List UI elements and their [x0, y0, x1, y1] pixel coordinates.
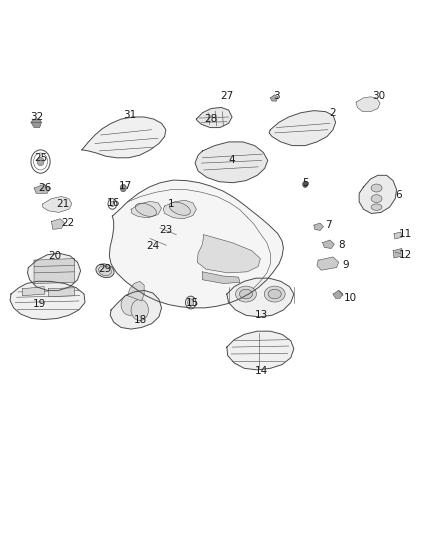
Text: 1: 1: [168, 199, 174, 209]
Text: 10: 10: [344, 293, 357, 303]
Polygon shape: [10, 281, 85, 319]
Polygon shape: [34, 184, 50, 193]
Text: 8: 8: [339, 240, 345, 250]
Circle shape: [110, 201, 115, 207]
Text: 20: 20: [48, 251, 61, 261]
Text: 19: 19: [33, 298, 46, 309]
Polygon shape: [270, 95, 278, 101]
Ellipse shape: [236, 286, 256, 302]
Text: 28: 28: [205, 114, 218, 124]
Polygon shape: [131, 201, 162, 217]
Text: 22: 22: [61, 218, 74, 228]
Ellipse shape: [371, 195, 382, 203]
Polygon shape: [195, 142, 268, 183]
Circle shape: [121, 294, 138, 316]
Text: 5: 5: [302, 177, 308, 188]
Text: 30: 30: [373, 91, 386, 101]
Polygon shape: [202, 272, 240, 284]
Ellipse shape: [96, 264, 114, 278]
Text: 24: 24: [146, 241, 159, 252]
Polygon shape: [82, 117, 166, 158]
Text: 4: 4: [229, 156, 235, 165]
Polygon shape: [51, 219, 64, 229]
Ellipse shape: [268, 289, 281, 299]
Text: 3: 3: [274, 91, 280, 101]
Polygon shape: [197, 235, 260, 273]
Text: 23: 23: [159, 225, 173, 236]
Text: 14: 14: [255, 367, 268, 376]
Text: 32: 32: [31, 112, 44, 122]
Ellipse shape: [264, 286, 285, 302]
Polygon shape: [322, 240, 334, 248]
Polygon shape: [359, 175, 396, 214]
Polygon shape: [393, 248, 403, 258]
Circle shape: [131, 300, 148, 320]
Ellipse shape: [99, 266, 111, 276]
Polygon shape: [163, 200, 196, 219]
Text: 6: 6: [395, 190, 402, 200]
Polygon shape: [43, 197, 72, 213]
Polygon shape: [127, 281, 144, 301]
Polygon shape: [31, 119, 42, 127]
Polygon shape: [333, 290, 343, 298]
Ellipse shape: [135, 203, 156, 216]
Text: 21: 21: [57, 199, 70, 209]
Polygon shape: [227, 278, 294, 317]
Text: 18: 18: [134, 314, 147, 325]
Polygon shape: [269, 111, 336, 146]
Text: 9: 9: [343, 261, 350, 270]
Text: 17: 17: [119, 181, 132, 191]
Polygon shape: [394, 232, 402, 239]
Polygon shape: [110, 290, 162, 329]
Polygon shape: [356, 97, 380, 112]
Circle shape: [303, 181, 308, 188]
Text: 25: 25: [34, 153, 47, 163]
Circle shape: [37, 157, 44, 166]
Text: 13: 13: [255, 310, 268, 320]
Text: 16: 16: [107, 198, 120, 208]
Polygon shape: [317, 257, 339, 270]
Text: 26: 26: [38, 183, 52, 193]
Ellipse shape: [371, 204, 382, 211]
Polygon shape: [22, 287, 45, 296]
Polygon shape: [314, 223, 323, 230]
Polygon shape: [196, 108, 232, 127]
Polygon shape: [28, 253, 81, 290]
Polygon shape: [227, 331, 294, 370]
Text: 11: 11: [399, 229, 412, 239]
Text: 29: 29: [99, 264, 112, 274]
Polygon shape: [48, 288, 74, 297]
Polygon shape: [34, 259, 74, 284]
Ellipse shape: [169, 202, 191, 215]
Text: 7: 7: [325, 220, 332, 230]
Text: 27: 27: [220, 91, 233, 101]
Polygon shape: [110, 180, 283, 308]
Circle shape: [187, 299, 194, 306]
Text: 31: 31: [123, 110, 136, 120]
Ellipse shape: [240, 289, 253, 299]
Text: 2: 2: [330, 108, 336, 118]
Circle shape: [120, 184, 126, 192]
Text: 15: 15: [185, 297, 199, 308]
Text: 12: 12: [399, 250, 412, 260]
Ellipse shape: [371, 184, 382, 192]
